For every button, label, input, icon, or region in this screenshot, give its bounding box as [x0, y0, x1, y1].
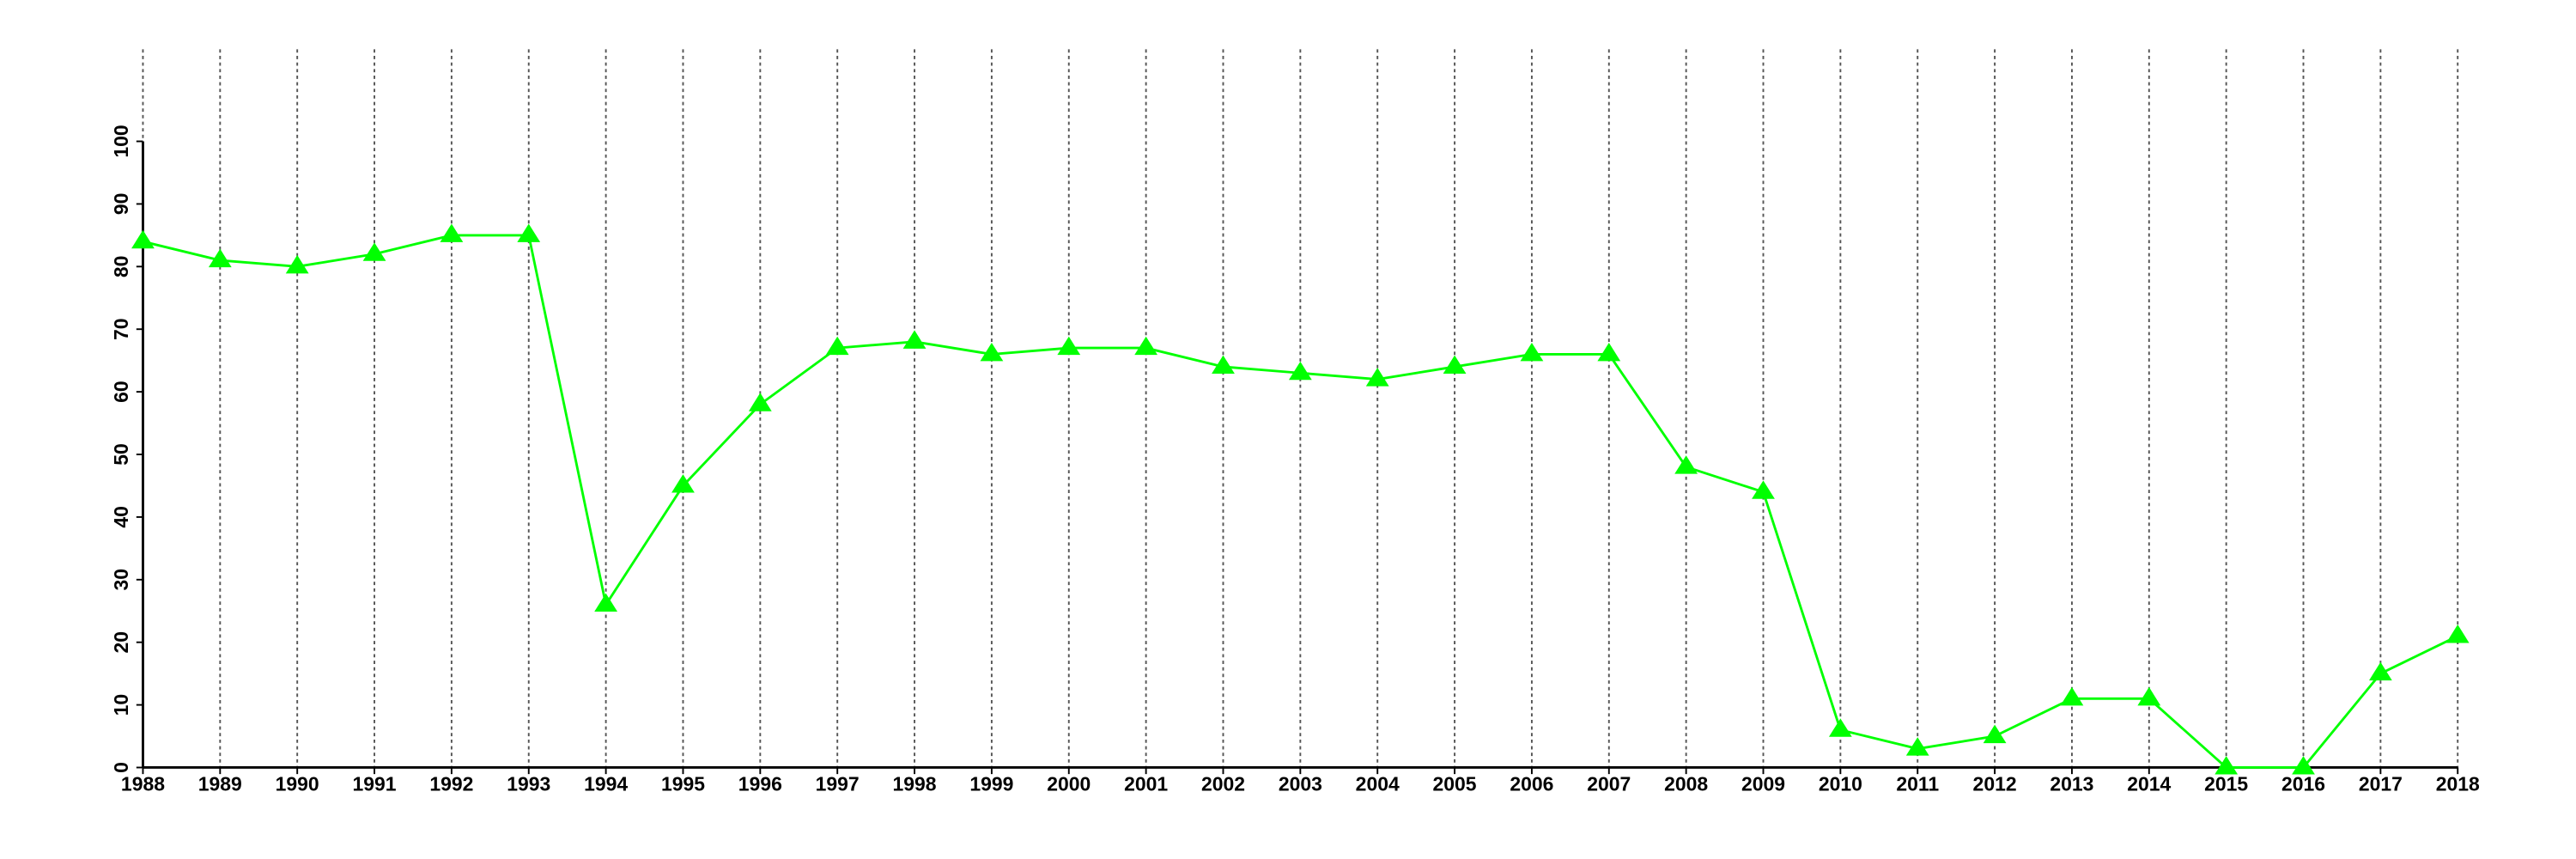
- marker: [362, 242, 386, 261]
- x-tick-label: 1996: [738, 772, 782, 795]
- x-tick-label: 2007: [1587, 772, 1631, 795]
- y-tick-label: 40: [110, 506, 132, 528]
- x-tick-label: 1999: [969, 772, 1013, 795]
- y-tick-label: 80: [110, 256, 132, 278]
- marker: [1443, 355, 1467, 374]
- x-tick-label: 2014: [2127, 772, 2171, 795]
- x-tick-label: 2000: [1047, 772, 1091, 795]
- marker: [1288, 361, 1312, 381]
- marker: [2060, 686, 2084, 706]
- marker: [825, 336, 849, 356]
- y-tick-label: 60: [110, 381, 132, 403]
- x-tick-label: 1990: [276, 772, 319, 795]
- y-tick-label: 90: [110, 193, 132, 216]
- marker: [594, 593, 618, 612]
- marker: [208, 248, 232, 268]
- x-tick-label: 2008: [1664, 772, 1708, 795]
- x-tick-label: 2004: [1356, 772, 1400, 795]
- y-tick-label: 70: [110, 318, 132, 340]
- marker: [517, 223, 541, 242]
- x-tick-label: 2010: [1819, 772, 1862, 795]
- marker: [1905, 737, 1929, 756]
- marker: [748, 393, 772, 411]
- marker: [2215, 756, 2239, 775]
- marker: [902, 330, 927, 349]
- marker: [671, 474, 695, 493]
- marker: [1752, 480, 1775, 499]
- x-tick-label: 1988: [121, 772, 165, 795]
- x-tick-label: 1989: [198, 772, 242, 795]
- x-tick-label: 2017: [2359, 772, 2403, 795]
- x-tick-label: 2002: [1201, 772, 1245, 795]
- marker: [1597, 342, 1621, 362]
- marker: [1365, 368, 1389, 387]
- marker: [1057, 336, 1081, 356]
- x-tick-label: 2006: [1510, 772, 1553, 795]
- marker: [2137, 686, 2161, 706]
- x-tick-label: 2001: [1124, 772, 1168, 795]
- x-tick-label: 1995: [661, 772, 705, 795]
- y-tick-label: 30: [110, 569, 132, 591]
- marker: [1674, 455, 1698, 474]
- marker: [1983, 724, 2007, 744]
- marker: [2368, 661, 2392, 681]
- x-tick-label: 2018: [2436, 772, 2480, 795]
- marker: [2292, 756, 2315, 775]
- x-tick-label: 2013: [2050, 772, 2093, 795]
- x-tick-label: 2012: [1973, 772, 2017, 795]
- marker: [440, 223, 464, 242]
- marker: [1134, 336, 1158, 356]
- x-tick-label: 2009: [1741, 772, 1785, 795]
- marker: [1520, 342, 1544, 362]
- x-tick-label: 2005: [1433, 772, 1477, 795]
- marker: [285, 254, 309, 274]
- marker: [1828, 718, 1852, 737]
- x-tick-label: 2016: [2281, 772, 2325, 795]
- x-tick-label: 1993: [507, 772, 550, 795]
- x-tick-label: 1994: [584, 772, 628, 795]
- y-tick-label: 100: [110, 125, 132, 157]
- y-tick-label: 10: [110, 694, 132, 716]
- y-tick-label: 20: [110, 631, 132, 654]
- y-tick-label: 0: [110, 762, 132, 773]
- marker: [131, 229, 155, 249]
- x-tick-label: 1991: [353, 772, 397, 795]
- marker: [980, 342, 1004, 362]
- x-tick-label: 2003: [1279, 772, 1322, 795]
- marker: [2445, 624, 2470, 643]
- x-tick-label: 2015: [2204, 772, 2248, 795]
- x-tick-label: 1992: [429, 772, 473, 795]
- marker: [1212, 355, 1235, 374]
- x-tick-label: 2011: [1896, 772, 1939, 795]
- y-tick-label: 50: [110, 443, 132, 466]
- x-tick-label: 1997: [816, 772, 860, 795]
- x-tick-label: 1998: [893, 772, 937, 795]
